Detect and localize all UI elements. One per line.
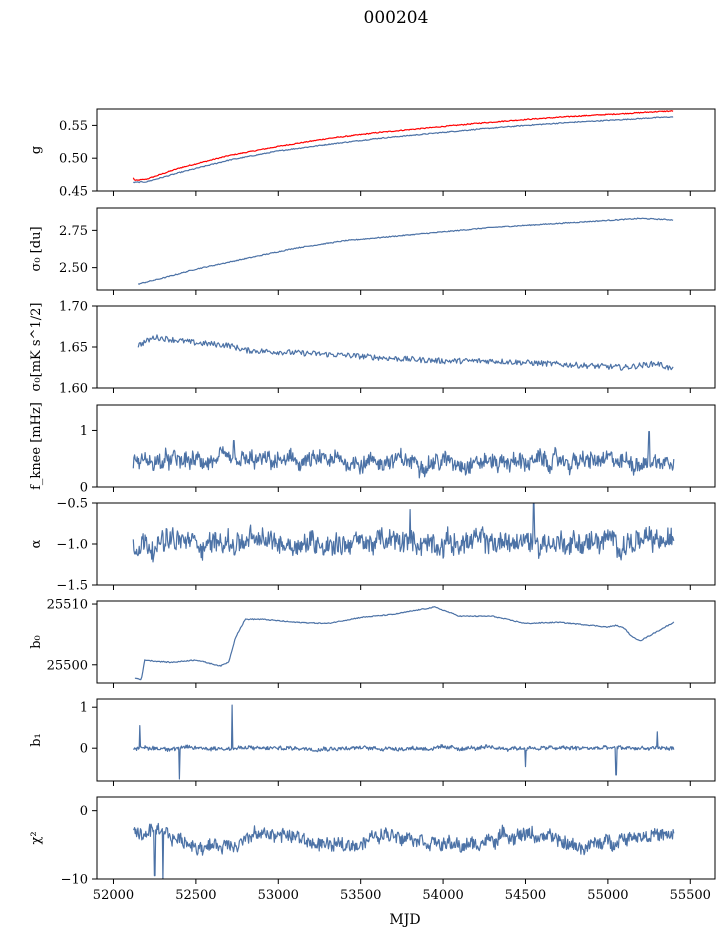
y-tick-label-b1-1: 1: [80, 701, 88, 716]
panel-fknee: 0 1 f_knee [mHz]: [29, 402, 716, 496]
x-axis-label: MJD: [389, 912, 420, 928]
x-tick-label-5: 54500: [505, 888, 546, 903]
series-line-g-1: [133, 116, 674, 184]
panel-alpha: −1.5 −1.0 −0.5 α: [29, 497, 716, 594]
y-tick-label-b1-0: 0: [80, 742, 88, 757]
x-tick-label-2: 53000: [258, 888, 299, 903]
y-axis-label-fknee: f_knee [mHz]: [29, 402, 44, 490]
y-tick-label-g-1: 0.50: [59, 152, 88, 167]
y-tick-label-alpha-1: −1.0: [56, 538, 88, 553]
y-tick-label-alpha-2: −0.5: [56, 497, 88, 512]
x-tick-label-4: 54000: [422, 888, 463, 903]
axes-frame-chi2: [96, 796, 716, 880]
y-tick-label-sigma0-mK-2: 1.70: [59, 300, 88, 315]
panel-sigma0-mK: 1.60 1.65 1.70 σ₀[mK s^1/2]: [29, 300, 716, 397]
x-tick-label-3: 53500: [340, 888, 381, 903]
y-tick-label-b0-0: 25500: [47, 658, 88, 673]
y-axis-label-g: g: [29, 146, 44, 154]
series-line-fknee-0: [132, 431, 675, 479]
panels-group: 0.45 0.50 0.55 g 2.50 2.75 σ₀ [du] 1.60 1.65 1.70…: [29, 108, 716, 888]
panel-chi2: −10 0 χ²: [29, 796, 716, 888]
panel-g: 0.45 0.50 0.55 g: [29, 108, 716, 200]
panel-sigma0-du: 2.50 2.75 σ₀ [du]: [29, 207, 716, 295]
y-tick-label-sigma0-mK-0: 1.60: [59, 382, 88, 397]
y-axis-label-b0: b₀: [29, 635, 44, 649]
y-tick-label-g-0: 0.45: [59, 185, 88, 200]
axes-frame-b0: [96, 600, 716, 684]
axes-frame-g: [96, 108, 716, 192]
y-tick-label-sigma0-du-0: 2.50: [59, 261, 88, 276]
y-tick-label-chi2-1: 0: [80, 804, 88, 819]
panel-b0: 25500 25510 b₀: [29, 598, 716, 688]
y-axis-label-sigma0-mK: σ₀[mK s^1/2]: [29, 303, 44, 392]
axes-frame-sigma0-du: [96, 207, 716, 291]
y-axis-label-sigma0-du: σ₀ [du]: [29, 226, 44, 271]
panel-b1: 0 1 b₁: [29, 698, 716, 786]
series-line-alpha-0: [132, 503, 675, 563]
series-line-b0-0: [134, 606, 675, 681]
axes-frame-fknee: [96, 404, 716, 488]
y-axis-label-b1: b₁: [29, 733, 44, 747]
series-line-b1-0: [132, 704, 675, 780]
series-line-g-0: [132, 110, 674, 181]
y-tick-label-g-2: 0.55: [59, 119, 88, 134]
y-tick-label-chi2-0: −10: [61, 873, 88, 888]
series-line-sigma0-mK-0: [137, 334, 674, 371]
y-axis-label-alpha: α: [29, 539, 44, 548]
series-line-chi2-0: [133, 822, 675, 879]
x-tick-label-0: 52000: [93, 888, 134, 903]
y-tick-label-b0-1: 25510: [47, 598, 88, 613]
y-tick-label-alpha-0: −1.5: [56, 579, 88, 594]
x-tick-label-7: 55500: [670, 888, 711, 903]
figure-title: 000204: [364, 8, 429, 28]
x-tick-label-1: 52500: [175, 888, 216, 903]
y-tick-label-fknee-0: 0: [80, 481, 88, 496]
x-tick-label-6: 55000: [587, 888, 628, 903]
y-tick-label-sigma0-du-1: 2.75: [59, 224, 88, 239]
axes-frame-b1: [96, 698, 716, 782]
y-tick-label-sigma0-mK-1: 1.65: [59, 341, 88, 356]
y-axis-label-chi2: χ²: [29, 831, 44, 844]
series-line-sigma0-du-0: [137, 217, 674, 285]
y-tick-label-fknee-1: 1: [80, 424, 88, 439]
x-axis: 52000 52500 53000 53500 54000 54500 55000 55500: [93, 888, 711, 903]
axes-frame-sigma0-mK: [96, 305, 716, 389]
